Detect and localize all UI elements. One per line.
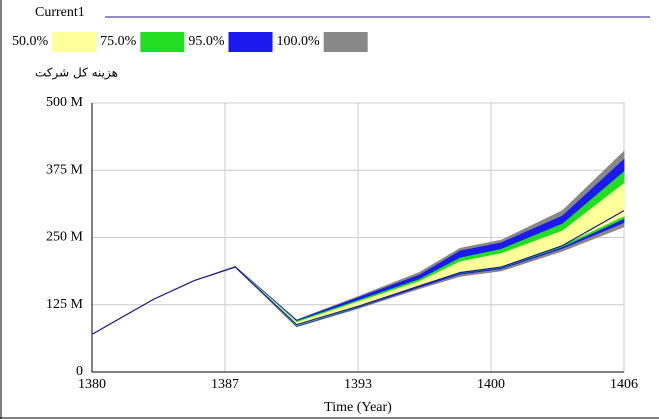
- x-tick-label: 1400: [477, 377, 505, 392]
- legend-swatch: [228, 32, 273, 52]
- legend-swatch: [323, 32, 368, 52]
- legend-label: 50.0%: [12, 34, 49, 49]
- chart-title: هزینه کل شرکت: [35, 66, 118, 81]
- y-tick-label: 125 M: [46, 297, 84, 312]
- x-tick-label: 1393: [344, 377, 372, 392]
- legend-swatch: [52, 32, 97, 52]
- x-axis-title: Time (Year): [324, 400, 392, 415]
- x-tick-label: 1380: [78, 377, 106, 392]
- y-tick-label: 500 M: [46, 95, 84, 110]
- x-tick-label: 1406: [610, 377, 638, 392]
- y-tick-label: 0: [76, 364, 83, 379]
- x-tick-label: 1387: [211, 377, 239, 392]
- y-tick-label: 375 M: [46, 162, 84, 177]
- legend-swatch: [140, 32, 185, 52]
- y-tick-label: 250 M: [46, 230, 84, 245]
- legend-label: 100.0%: [277, 34, 321, 49]
- legend-label: Current1: [35, 5, 85, 20]
- legend-label: 75.0%: [100, 34, 137, 49]
- legend-label: 95.0%: [188, 34, 225, 49]
- line: [91, 210, 625, 335]
